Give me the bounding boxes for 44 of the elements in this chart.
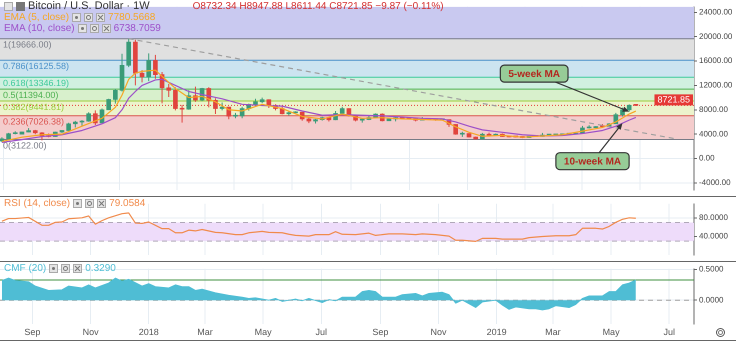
text: EMA (5, close) bbox=[4, 12, 70, 23]
annotation: 5-week MA bbox=[508, 68, 560, 80]
ref-line-label: 0.382(9441.81) bbox=[3, 102, 64, 112]
x-tick-label: May bbox=[602, 327, 620, 338]
y-tick-label: 0.0000 bbox=[699, 295, 724, 304]
x-tick-label: Sep bbox=[372, 327, 388, 338]
y-tick-label: 24000.00 bbox=[699, 7, 733, 16]
y-tick-label: 40.0000 bbox=[699, 232, 728, 241]
x-tick-label: Mar bbox=[545, 327, 561, 338]
annotation: 0.3290 bbox=[85, 263, 116, 274]
series-label: CMF (20) bbox=[4, 263, 46, 274]
text: EMA (10, close) bbox=[4, 23, 75, 34]
x-tick-label: 2019 bbox=[486, 327, 507, 338]
ref-line-label: 0(3122.00) bbox=[3, 140, 47, 150]
ref-line-label: 1(19666.00) bbox=[3, 40, 52, 50]
y-tick-label: 4000.00 bbox=[699, 129, 728, 138]
x-tick-label: May bbox=[254, 327, 272, 338]
y-tick-label: 20000.00 bbox=[699, 32, 733, 41]
y-tick-label: 12000.00 bbox=[699, 80, 733, 90]
x-tick-label: Nov bbox=[430, 327, 448, 338]
ref-line-label: 0.618(13346.19) bbox=[3, 78, 70, 88]
ref-line-label: 0.786(16125.58) bbox=[3, 61, 70, 72]
annotation: 7780.5668 bbox=[108, 12, 156, 23]
annotation: 10-week MA bbox=[564, 156, 622, 168]
x-tick-label: Nov bbox=[82, 327, 100, 338]
x-tick-label: Jul bbox=[316, 327, 328, 338]
y-tick-label: 8000.00 bbox=[699, 104, 728, 114]
x-tick-label: Jul bbox=[663, 327, 675, 338]
y-tick-label: 80.0000 bbox=[699, 213, 728, 222]
ref-line-label: 8721.85 bbox=[657, 94, 690, 104]
y-tick-label: 0.00 bbox=[699, 154, 716, 163]
series-label: RSI (14, close) bbox=[4, 198, 70, 209]
x-tick-label: Mar bbox=[197, 327, 213, 338]
x-tick-label: 2018 bbox=[138, 327, 159, 338]
y-tick-label: 16000.00 bbox=[699, 56, 733, 66]
annotation: 79.0584 bbox=[109, 198, 146, 209]
y-tick-label: -4000.00 bbox=[699, 178, 732, 188]
y-tick-label: 0.5000 bbox=[699, 264, 724, 274]
chart-subtitle: O8732.34 H8947.88 L8611.44 C8721.85 −9.87 (−0.11%) bbox=[192, 1, 444, 12]
ref-line-label: 0.5(11394.00) bbox=[3, 90, 58, 100]
annotation: 6738.7059 bbox=[114, 23, 161, 34]
ref-line-label: 0.236(7026.38) bbox=[3, 116, 64, 127]
chart-title: Bitcoin / U.S. Dollar · 1W bbox=[28, 0, 150, 12]
x-tick-label: Sep bbox=[24, 327, 40, 338]
